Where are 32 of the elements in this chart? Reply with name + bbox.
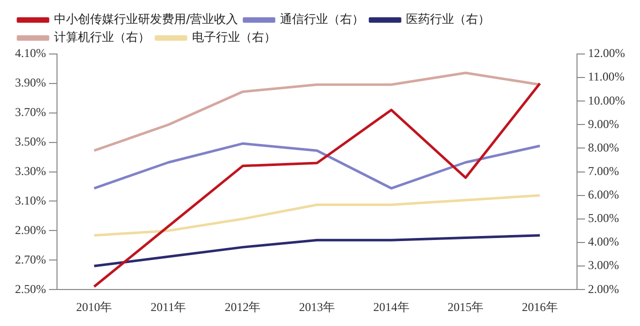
y2-tick-label: 10.00% <box>588 93 626 108</box>
y2-tick-label: 12.00% <box>588 46 626 60</box>
y-tick-label: 4.10% <box>14 46 46 60</box>
legend-label: 中小创传媒行业研发费用/营业收入 <box>54 12 238 26</box>
y2-tick-label: 2.00% <box>588 282 620 296</box>
legend-label: 电子行业（右） <box>192 30 276 44</box>
legend-label: 通信行业（右） <box>280 12 364 26</box>
y2-tick-label: 6.00% <box>588 188 620 202</box>
y-tick-label: 2.50% <box>14 282 46 296</box>
x-tick-label: 2010年 <box>76 300 112 314</box>
y-tick-label: 3.50% <box>14 134 46 149</box>
y-tick-label: 3.70% <box>14 105 46 120</box>
y2-tick-label: 11.00% <box>588 70 625 84</box>
y2-tick-label: 5.00% <box>588 211 620 226</box>
x-tick-label: 2016年 <box>522 300 558 314</box>
x-tick-label: 2014年 <box>373 300 410 314</box>
y-tick-label: 2.90% <box>14 222 46 237</box>
x-tick-label: 2013年 <box>299 300 335 314</box>
y-tick-label: 3.10% <box>14 193 46 208</box>
legend-label: 计算机行业（右） <box>54 30 150 44</box>
x-tick-label: 2015年 <box>448 300 484 314</box>
y-tick-label: 2.70% <box>14 252 46 266</box>
y-tick-label: 3.30% <box>14 164 46 178</box>
legend-label: 医药行业（右） <box>406 12 490 26</box>
y2-tick-label: 9.00% <box>588 116 620 131</box>
y2-tick-label: 4.00% <box>588 234 620 249</box>
y2-tick-label: 8.00% <box>588 140 620 154</box>
y2-tick-label: 3.00% <box>588 258 620 272</box>
y-tick-label: 3.90% <box>14 76 46 90</box>
x-tick-label: 2011年 <box>150 300 186 314</box>
x-tick-label: 2012年 <box>224 300 261 314</box>
y2-tick-label: 7.00% <box>588 164 620 178</box>
